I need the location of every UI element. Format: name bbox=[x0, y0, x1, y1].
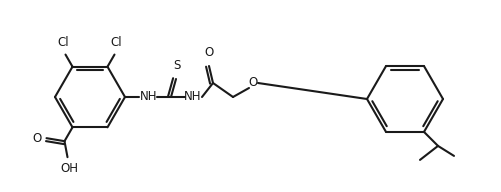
Text: O: O bbox=[204, 46, 213, 59]
Text: NH: NH bbox=[140, 90, 157, 103]
Text: OH: OH bbox=[61, 162, 78, 175]
Text: Cl: Cl bbox=[58, 36, 69, 49]
Text: NH: NH bbox=[184, 90, 201, 103]
Text: O: O bbox=[32, 132, 42, 145]
Text: O: O bbox=[248, 76, 257, 89]
Text: Cl: Cl bbox=[110, 36, 122, 49]
Text: S: S bbox=[173, 59, 180, 72]
